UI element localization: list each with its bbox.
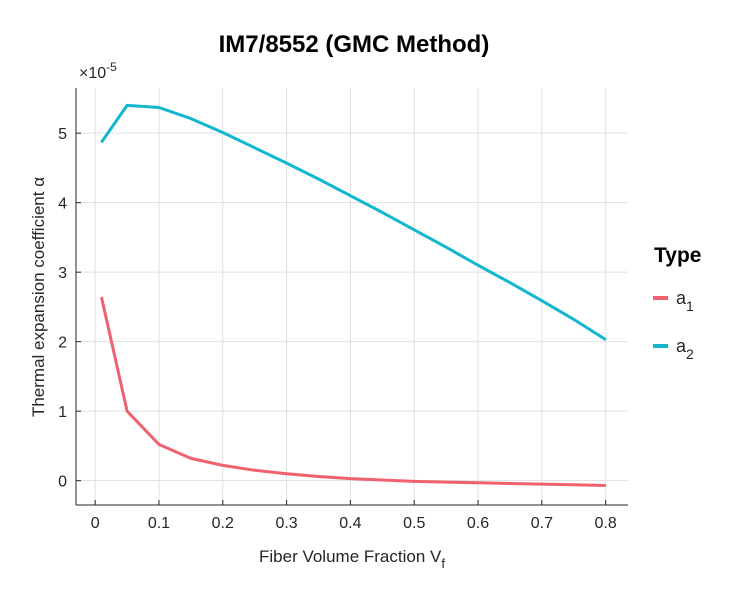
data-point-a2 xyxy=(254,147,256,149)
y-tick-label: 5 xyxy=(58,126,67,143)
data-point-a2 xyxy=(317,178,319,180)
data-point-a1 xyxy=(605,485,607,487)
y-axis-label: Thermal expansion coefficient α xyxy=(29,177,48,417)
x-tick-label: 0.2 xyxy=(212,515,234,532)
y-gridlines xyxy=(76,132,628,482)
legend-title: Type xyxy=(654,244,701,267)
legend-label-a1: a1 xyxy=(676,288,694,314)
y-tick-labels: 0 1 2 3 4 5 xyxy=(58,126,67,491)
data-point-a2 xyxy=(349,195,351,197)
data-point-a1 xyxy=(222,464,224,466)
x-tick-label: 0.7 xyxy=(531,515,553,532)
data-point-a1 xyxy=(541,483,543,485)
x-tick-label: 0.6 xyxy=(467,515,489,532)
x-tick-label: 0 xyxy=(91,515,100,532)
data-point-a2 xyxy=(158,106,160,108)
y-tick-label: 3 xyxy=(58,265,67,282)
data-point-a2 xyxy=(573,318,575,320)
y-tick-label: 4 xyxy=(58,196,67,213)
y-tick-label: 2 xyxy=(58,335,67,352)
data-point-a1 xyxy=(445,481,447,483)
data-point-a2 xyxy=(286,162,288,164)
data-point-a2 xyxy=(509,282,511,284)
data-point-a1 xyxy=(158,444,160,446)
data-point-a2 xyxy=(190,118,192,120)
data-point-a1 xyxy=(349,478,351,480)
x-tick-label: 0.5 xyxy=(403,515,425,532)
legend-label-a2: a2 xyxy=(676,336,694,362)
x-tick-labels: 0 0.1 0.2 0.3 0.4 0.5 0.6 0.7 0.8 xyxy=(91,515,617,532)
data-point-a2 xyxy=(477,264,479,266)
data-point-a1 xyxy=(317,476,319,478)
data-point-a2 xyxy=(605,339,607,341)
data-point-a2 xyxy=(541,300,543,302)
chart-title: IM7/8552 (GMC Method) xyxy=(219,31,490,58)
data-point-a1 xyxy=(126,410,128,412)
data-point-a2 xyxy=(126,104,128,106)
data-point-a1 xyxy=(477,482,479,484)
data-point-a1 xyxy=(101,296,103,298)
data-point-a2 xyxy=(445,246,447,248)
x-gridlines xyxy=(94,88,607,505)
data-point-a1 xyxy=(381,479,383,481)
y-tick-label: 0 xyxy=(58,474,67,491)
x-tick-label: 0.8 xyxy=(595,515,617,532)
data-point-a1 xyxy=(254,469,256,471)
data-point-a2 xyxy=(413,229,415,231)
y-exponent-label: ×10-5 xyxy=(79,60,117,82)
x-tick-label: 0.3 xyxy=(275,515,297,532)
series-lines xyxy=(100,103,607,487)
data-point-a2 xyxy=(101,141,103,143)
data-point-a2 xyxy=(222,131,224,133)
x-tick-label: 0.1 xyxy=(148,515,170,532)
data-point-a2 xyxy=(381,211,383,213)
data-point-a1 xyxy=(509,482,511,484)
series-line-a2 xyxy=(100,103,607,341)
y-tick-label: 1 xyxy=(58,404,67,421)
legend: Type a1 a2 xyxy=(653,244,701,362)
data-point-a1 xyxy=(573,484,575,486)
data-point-a1 xyxy=(413,480,415,482)
series-line-a1 xyxy=(100,296,606,487)
data-point-a1 xyxy=(286,473,288,475)
data-point-a1 xyxy=(190,457,192,459)
x-tick-label: 0.4 xyxy=(339,515,361,532)
x-axis-label: Fiber Volume Fraction Vf xyxy=(259,547,445,571)
